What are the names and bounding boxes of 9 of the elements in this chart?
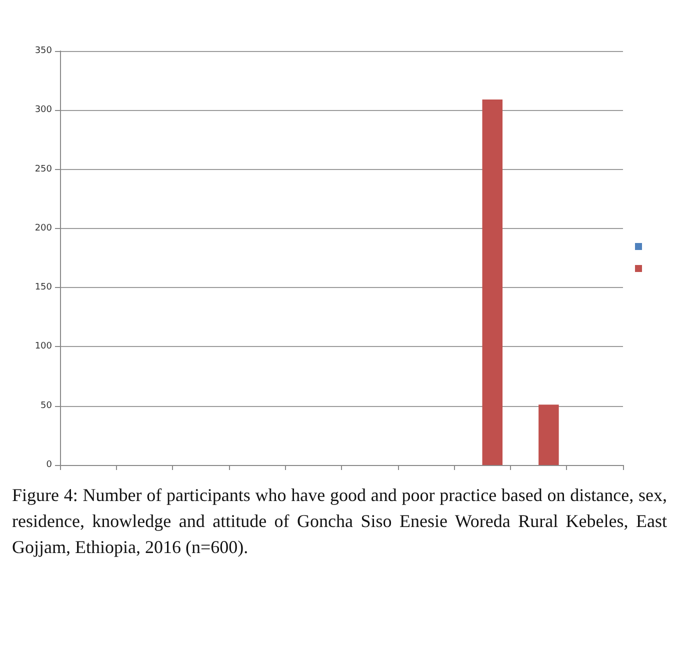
y-tick-label: 300 (34, 105, 52, 116)
y-tick-label: 0 (46, 460, 52, 470)
y-tick-label: 50 (40, 400, 52, 411)
y-tick-label: 350 (34, 46, 52, 56)
y-tick-label: 100 (34, 342, 52, 352)
y-tick-label: 200 (34, 223, 52, 234)
y-tick-label: 150 (34, 282, 52, 293)
caption: Figure 4: Number of participants who have good and poor practice based on distance, sex, residence, knowledge and attitude of Goncha Siso Enesie Woreda Rural Kebeles, East Gojjam, Ethiopia, 2016 (n=600). (11, 484, 667, 559)
y-tick-label: 250 (34, 164, 52, 174)
